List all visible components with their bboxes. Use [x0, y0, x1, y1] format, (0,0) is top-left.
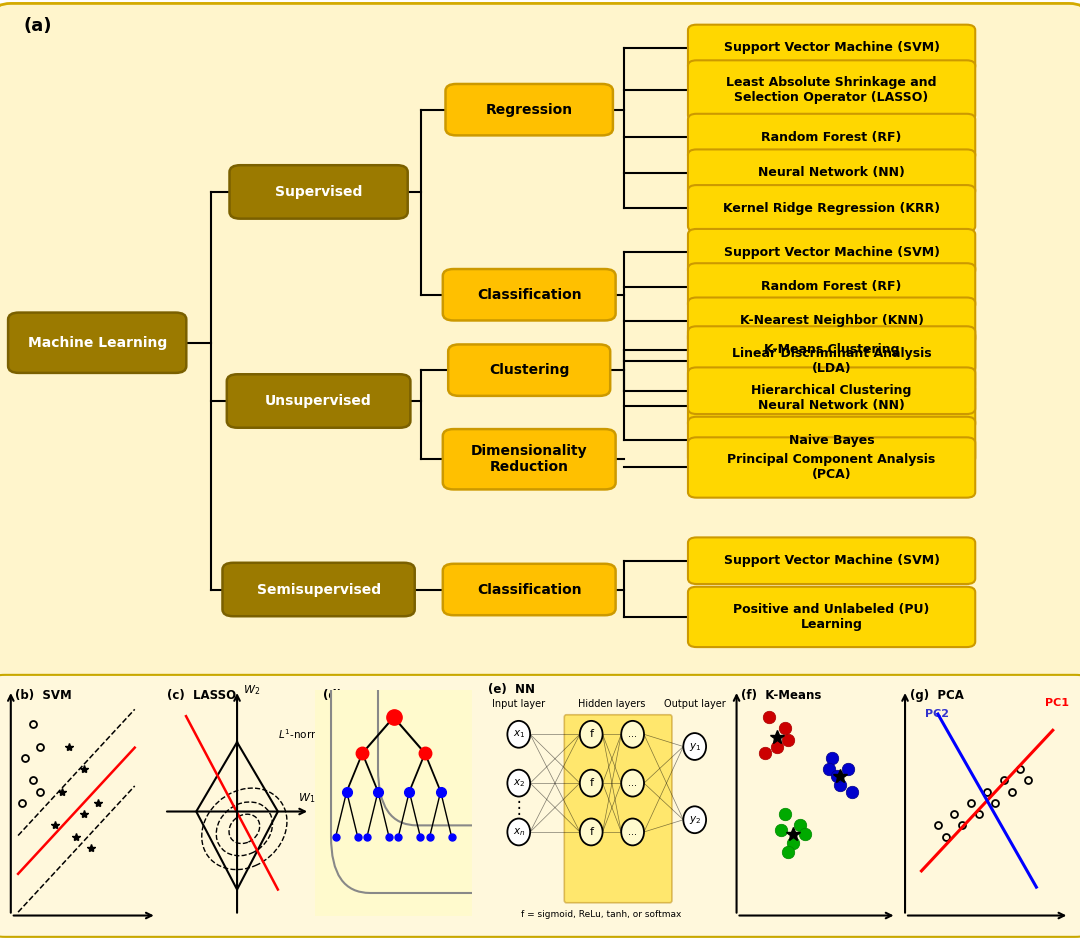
Circle shape	[580, 819, 603, 845]
Text: $y_1$: $y_1$	[689, 741, 701, 752]
Text: Output layer: Output layer	[664, 700, 726, 710]
FancyBboxPatch shape	[0, 4, 1080, 689]
Text: PC2: PC2	[924, 709, 948, 719]
Text: Input layer: Input layer	[492, 700, 545, 710]
FancyBboxPatch shape	[443, 269, 616, 320]
FancyBboxPatch shape	[688, 114, 975, 161]
FancyBboxPatch shape	[688, 417, 975, 463]
Text: (c)  LASSO: (c) LASSO	[167, 689, 237, 701]
Text: Linear Discriminant Analysis
(LDA): Linear Discriminant Analysis (LDA)	[732, 346, 931, 375]
Text: Neural Network (NN): Neural Network (NN)	[758, 399, 905, 412]
Text: $x_1$: $x_1$	[513, 729, 525, 740]
Text: $W_1$: $W_1$	[298, 792, 315, 805]
Text: ...: ...	[629, 778, 637, 788]
FancyBboxPatch shape	[222, 562, 415, 616]
Text: (a): (a)	[24, 17, 52, 35]
FancyBboxPatch shape	[688, 24, 975, 71]
FancyBboxPatch shape	[448, 345, 610, 396]
FancyBboxPatch shape	[284, 0, 1080, 939]
FancyBboxPatch shape	[688, 298, 975, 344]
FancyBboxPatch shape	[688, 185, 975, 232]
Text: ⋮: ⋮	[511, 798, 527, 817]
Text: K-Nearest Neighbor (KNN): K-Nearest Neighbor (KNN)	[740, 315, 923, 328]
Text: Classification: Classification	[477, 287, 581, 301]
FancyBboxPatch shape	[688, 229, 975, 275]
FancyBboxPatch shape	[9, 313, 186, 373]
Text: (d)  RF: (d) RF	[323, 689, 367, 702]
Text: Neural Network (NN): Neural Network (NN)	[758, 166, 905, 179]
Circle shape	[508, 721, 530, 747]
Text: $x_n$: $x_n$	[513, 826, 525, 838]
Circle shape	[508, 819, 530, 845]
Text: $x_2$: $x_2$	[513, 777, 525, 789]
FancyBboxPatch shape	[688, 367, 975, 414]
FancyBboxPatch shape	[688, 60, 975, 120]
Text: K-Means Clustering: K-Means Clustering	[764, 343, 900, 356]
Text: $L^1$-norm: $L^1$-norm	[278, 727, 322, 741]
FancyBboxPatch shape	[0, 675, 1080, 937]
Text: ...: ...	[629, 827, 637, 837]
Circle shape	[684, 807, 706, 833]
Text: f: f	[590, 827, 593, 837]
FancyBboxPatch shape	[446, 84, 613, 135]
Text: Least Absolute Shrinkage and
Selection Operator (LASSO): Least Absolute Shrinkage and Selection O…	[727, 76, 936, 104]
Text: Random Forest (RF): Random Forest (RF)	[761, 280, 902, 293]
Text: (e)  NN: (e) NN	[488, 683, 535, 696]
FancyBboxPatch shape	[688, 331, 975, 391]
Text: f = sigmoid, ReLu, tanh, or softmax: f = sigmoid, ReLu, tanh, or softmax	[522, 911, 681, 919]
Text: $W_2$: $W_2$	[243, 684, 260, 698]
FancyBboxPatch shape	[378, 0, 1080, 825]
Text: Naive Bayes: Naive Bayes	[788, 434, 875, 447]
FancyBboxPatch shape	[688, 587, 975, 647]
Circle shape	[580, 770, 603, 796]
Text: Principal Component Analysis
(PCA): Principal Component Analysis (PCA)	[728, 454, 935, 482]
Text: Positive and Unlabeled (PU)
Learning: Positive and Unlabeled (PU) Learning	[733, 603, 930, 631]
Text: $y_2$: $y_2$	[689, 814, 701, 825]
Text: ...: ...	[629, 730, 637, 739]
Circle shape	[508, 770, 530, 796]
Text: (b)  SVM: (b) SVM	[15, 689, 72, 702]
Circle shape	[621, 819, 644, 845]
Text: Machine Learning: Machine Learning	[28, 336, 166, 349]
Circle shape	[684, 733, 706, 760]
Text: Semisupervised: Semisupervised	[257, 582, 380, 596]
Text: Dimensionality
Reduction: Dimensionality Reduction	[471, 444, 588, 474]
FancyBboxPatch shape	[688, 537, 975, 584]
FancyBboxPatch shape	[688, 382, 975, 429]
Text: Clustering: Clustering	[489, 363, 569, 377]
Text: Hidden layers: Hidden layers	[578, 700, 646, 710]
FancyBboxPatch shape	[564, 715, 672, 902]
Text: Support Vector Machine (SVM): Support Vector Machine (SVM)	[724, 246, 940, 259]
FancyBboxPatch shape	[688, 438, 975, 498]
Circle shape	[621, 770, 644, 796]
Text: Unsupervised: Unsupervised	[266, 394, 372, 408]
FancyBboxPatch shape	[688, 326, 975, 373]
Text: Support Vector Machine (SVM): Support Vector Machine (SVM)	[724, 554, 940, 567]
Text: Classification: Classification	[477, 582, 581, 596]
FancyBboxPatch shape	[443, 429, 616, 489]
Circle shape	[580, 721, 603, 747]
Text: (f)  K-Means: (f) K-Means	[741, 689, 822, 702]
Text: Supervised: Supervised	[275, 185, 362, 199]
Text: f: f	[590, 730, 593, 739]
Circle shape	[621, 721, 644, 747]
FancyBboxPatch shape	[229, 165, 407, 219]
Text: f: f	[590, 778, 593, 788]
Text: PC1: PC1	[1044, 698, 1068, 708]
Text: Random Forest (RF): Random Forest (RF)	[761, 131, 902, 144]
Text: Regression: Regression	[486, 102, 572, 116]
Text: Support Vector Machine (SVM): Support Vector Machine (SVM)	[724, 41, 940, 54]
FancyBboxPatch shape	[227, 375, 410, 428]
Text: Kernel Ridge Regression (KRR): Kernel Ridge Regression (KRR)	[723, 202, 941, 215]
FancyBboxPatch shape	[330, 0, 1080, 893]
FancyBboxPatch shape	[688, 149, 975, 196]
FancyBboxPatch shape	[443, 563, 616, 615]
Text: (g)  PCA: (g) PCA	[910, 689, 963, 702]
FancyBboxPatch shape	[688, 263, 975, 310]
Text: Hierarchical Clustering: Hierarchical Clustering	[752, 384, 912, 397]
